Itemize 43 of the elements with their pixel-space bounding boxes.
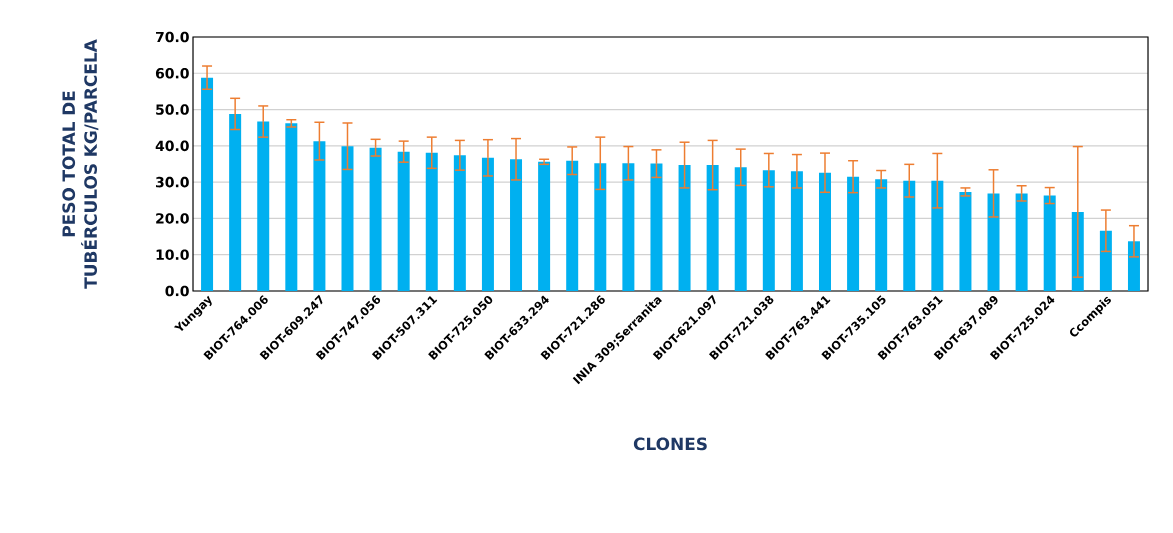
bar (257, 121, 270, 291)
y-tick-label: 70.0 (156, 31, 189, 43)
bar (1043, 195, 1056, 291)
y-tick-label: 40.0 (155, 140, 189, 152)
bar (734, 167, 747, 291)
bar (903, 180, 916, 291)
bar (594, 163, 607, 291)
bar (622, 163, 635, 291)
bar (481, 157, 494, 291)
bar (397, 151, 410, 291)
bar (453, 155, 466, 291)
bar (987, 193, 1000, 291)
bar (847, 176, 860, 291)
bar (875, 179, 888, 291)
bar (341, 146, 354, 291)
y-tick-label: 50.0 (156, 104, 189, 115)
y-tick-label: 0.0 (165, 285, 189, 297)
bar (229, 113, 242, 291)
bar (1015, 193, 1028, 291)
bar (313, 141, 326, 291)
y-axis-title: PESO TOTAL DE TUBÉRCULOS KG/PARCELA (62, 39, 99, 289)
y-tick-label: 60.0 (155, 67, 189, 79)
x-axis-title: CLONES (633, 437, 707, 451)
bar (762, 170, 775, 291)
bar (425, 152, 438, 291)
bar (285, 123, 298, 291)
bar (1099, 230, 1112, 291)
y-tick-label: 10.0 (156, 249, 189, 260)
bar (818, 172, 831, 291)
y-tick-label: 30.0 (156, 176, 189, 188)
y-tick-label: 20.0 (156, 213, 189, 224)
bar (201, 77, 214, 291)
bar (510, 159, 523, 291)
bar (790, 171, 803, 291)
bar (369, 147, 382, 291)
bar (706, 165, 719, 291)
bar (931, 180, 944, 291)
bar (566, 160, 579, 291)
bar (650, 163, 663, 291)
bar (1127, 241, 1140, 291)
bar (678, 165, 691, 291)
bar (538, 161, 551, 291)
bar (959, 191, 972, 291)
